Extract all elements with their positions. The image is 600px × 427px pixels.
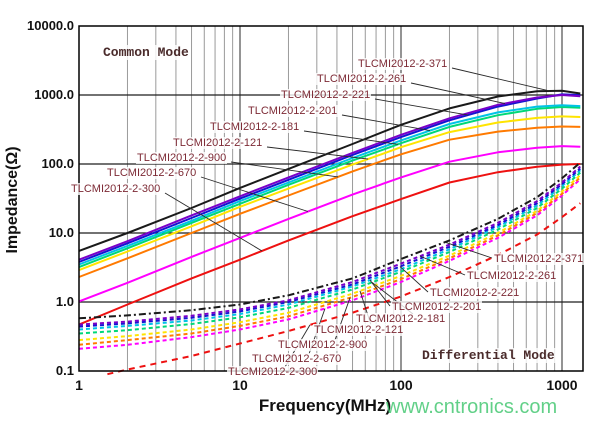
watermark: www.cntronics.com [386,396,558,418]
common-curve-300 [78,163,581,326]
common-curve-900 [78,125,581,278]
y-tick-label: 0.1 [55,363,74,378]
y-tick-label: 100.0 [41,156,74,171]
diff-series-label-181: TLCMI2012-2-181 [355,313,447,325]
curve-layer [78,89,581,376]
common-leader-line-670 [200,176,309,212]
diff-curve-670 [78,178,581,350]
diff-curve-121 [78,174,581,342]
x-tick-label: 10 [232,377,248,393]
common-leader-line-300 [164,192,263,252]
common-curve-121 [78,115,581,272]
x-axis-title: Frequency(MHz) [258,396,392,415]
diff-series-label-300: TLCMI2012-2-300 [227,366,319,378]
common-curve-670 [78,145,581,303]
y-tick-label: 10000.0 [27,18,74,33]
diff-curve-371 [78,161,581,320]
leader-lines-layer [164,67,551,368]
common-series-label-900: TLCMI2012-2-900 [136,152,228,164]
x-tick-label: 100 [389,377,413,393]
common-series-label-670: TLCMI2012-2-670 [106,167,198,179]
diff-curve-900 [78,176,581,346]
common-leader-line-261 [410,82,506,104]
diff-leader-line-201 [369,279,391,307]
diff-curve-201 [78,169,581,331]
diff-leader-line-371 [444,241,493,259]
y-tick-label: 1.0 [55,294,74,309]
common-series-label-181: TLCMI2012-2-181 [209,121,301,133]
y-axis-title: Impedance(Ω) [4,146,21,254]
diff-curve-221 [78,167,581,328]
x-tick-label: 1 [75,377,83,393]
diff-series-label-261: TLCMI2012-2-261 [466,270,558,282]
y-tick-label: 1000.0 [34,87,74,102]
common-leader-line-221 [374,98,469,116]
diff-series-label-670: TLCMI2012-2-670 [251,353,343,365]
common-curve-201 [78,104,581,266]
diff-leader-line-261 [419,255,466,276]
common-leader-line-900 [230,161,339,178]
common-series-label-221: TLCMI2012-2-221 [280,89,372,101]
common-leader-line-201 [341,114,431,132]
diff-curve-300 [107,202,581,376]
diff-series-label-121: TLCMI2012-2-121 [313,324,405,336]
common-leader-line-371 [451,67,551,92]
diff-curve-181 [78,171,581,335]
diff-curve-261 [78,165,581,326]
common-curve-371 [78,89,581,252]
common-series-label-261: TLCMI2012-2-261 [316,73,408,85]
common-leader-line-181 [303,130,399,145]
diff-series-label-900: TLCMI2012-2-900 [277,339,369,351]
differential-mode-caption: Differential Mode [420,348,557,363]
diff-series-label-371: TLCMI2012-2-371 [493,253,585,265]
diff-series-label-201: TLCMI2012-2-201 [391,301,483,313]
diff-series-label-221: TLCMI2012-2-221 [429,287,521,299]
diff-leader-line-221 [399,266,429,293]
common-series-label-371: TLCMI2012-2-371 [357,58,449,70]
common-series-label-121: TLCMI2012-2-121 [172,137,264,149]
common-curve-181 [78,106,581,269]
plot-border [78,25,584,372]
common-series-label-300: TLCMI2012-2-300 [70,183,162,195]
x-tick-label: 1000 [546,377,578,393]
common-series-label-201: TLCMI2012-2-201 [247,105,339,117]
common-curve-261 [78,94,581,261]
y-tick-label: 10.0 [48,225,74,240]
common-mode-caption: Common Mode [101,45,191,60]
common-leader-line-121 [266,146,369,160]
